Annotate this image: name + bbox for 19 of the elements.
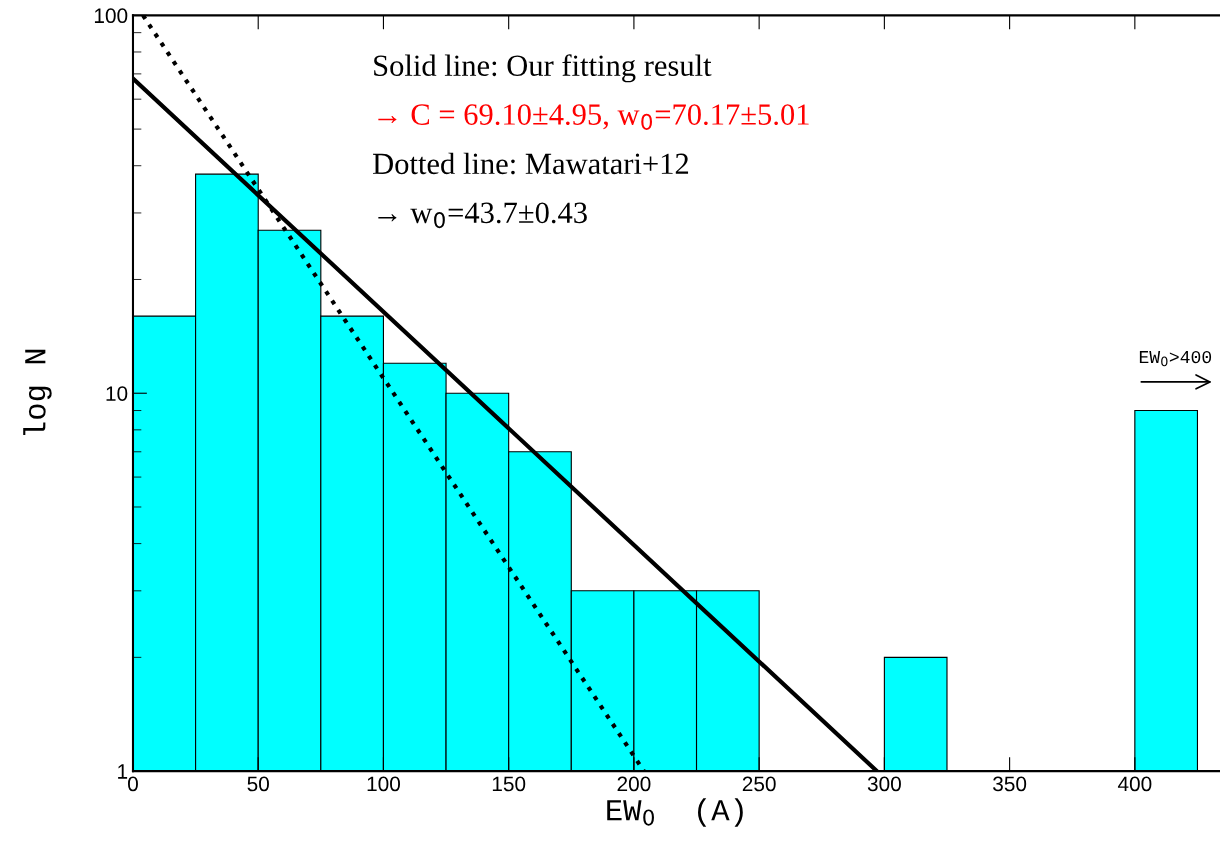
x-tick-label: 250 xyxy=(742,776,776,792)
annotation: EW$_{0}$>400 xyxy=(1139,350,1212,367)
y-tick-label: 1 xyxy=(118,764,128,779)
x-tick-label: 100 xyxy=(367,776,401,792)
x-tick-label: 50 xyxy=(247,776,269,792)
y-axis-title: log N xyxy=(23,349,52,436)
y-tick-label: 100 xyxy=(94,8,128,24)
x-tick-label: 200 xyxy=(617,776,651,792)
annotation: Solid line: Our fitting result xyxy=(374,54,712,83)
x-tick-label: 150 xyxy=(492,776,526,792)
x-tick-label: 350 xyxy=(993,776,1027,792)
annotation: → w$_{0}$=43.7±0.43 xyxy=(378,202,587,229)
annotation: Dotted line: Mawatari+12 xyxy=(373,152,689,175)
x-tick-label: 300 xyxy=(867,776,901,792)
annotation: → C = 69.10±4.95, w$_{0}$=70.17±5.01 xyxy=(378,104,809,130)
y-tick-label: 10 xyxy=(106,386,128,401)
x-tick-label: 0 xyxy=(128,776,138,792)
x-tick-label: 400 xyxy=(1117,776,1152,792)
text: EW$_{0}$ (A) xyxy=(607,798,743,827)
